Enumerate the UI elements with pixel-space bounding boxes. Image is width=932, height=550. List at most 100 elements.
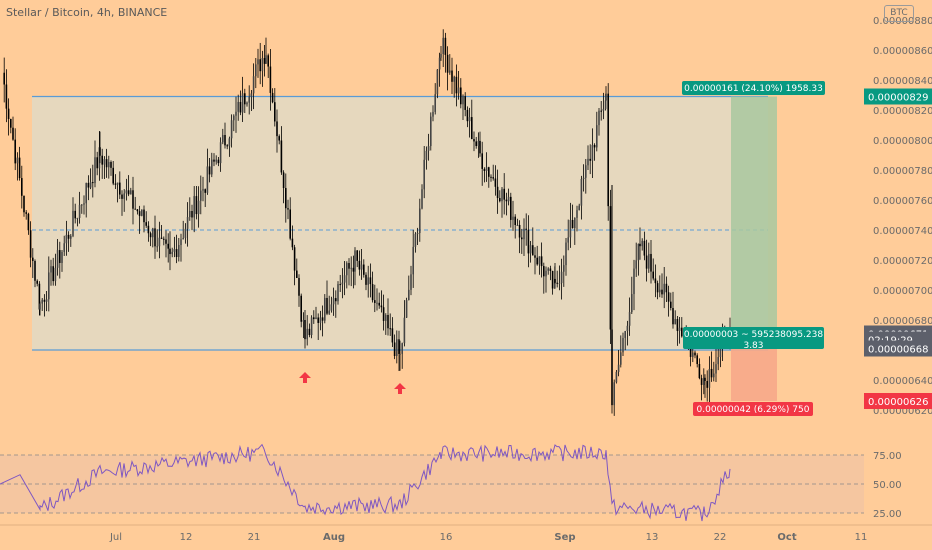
candle-body	[184, 228, 187, 238]
candle-body	[427, 146, 430, 151]
price-tick-label: 0.00000620	[873, 406, 932, 417]
candle-body	[167, 243, 169, 249]
candle-body	[578, 205, 580, 211]
candle-body	[529, 245, 532, 254]
candle-body	[296, 270, 298, 278]
candle-body	[352, 267, 355, 272]
candle-body	[393, 342, 396, 356]
price-axis-label-bg	[864, 340, 932, 357]
price-tick-label: 0.00000860	[873, 46, 932, 57]
candle-body	[206, 166, 209, 193]
candle-body	[387, 314, 389, 329]
candle-body	[645, 255, 648, 269]
candle-body	[7, 108, 10, 120]
arrow-up-shape	[394, 383, 406, 394]
candle-body	[123, 193, 125, 199]
candle-body	[613, 382, 615, 406]
candle-body	[257, 59, 259, 65]
candle-body	[27, 213, 30, 231]
candle-body	[468, 117, 471, 122]
candle-body	[659, 289, 661, 293]
candle-body	[582, 177, 585, 179]
candle-body	[525, 228, 527, 230]
candle-body	[620, 352, 622, 365]
candle-body	[3, 72, 5, 85]
candle-body	[50, 266, 52, 273]
candle-body	[43, 299, 46, 302]
candle-body	[631, 294, 633, 313]
candle-body	[276, 121, 278, 137]
candle-body	[156, 246, 158, 248]
candle-body	[350, 267, 352, 269]
candle-body	[239, 101, 242, 113]
candle-body	[348, 263, 350, 269]
candle-body	[134, 208, 136, 210]
candle-body	[96, 157, 98, 169]
candle-body	[211, 159, 213, 175]
candle-body	[596, 125, 598, 148]
candle-body	[412, 246, 414, 275]
candle-body	[226, 145, 228, 147]
candle-body	[217, 159, 220, 164]
position-center-label-text: 3.83	[743, 341, 763, 351]
candle-body	[507, 196, 510, 202]
candle-body	[633, 268, 635, 295]
candle-body	[178, 244, 180, 257]
candle-body	[141, 209, 143, 216]
candle-body	[163, 238, 165, 240]
candle-body	[99, 147, 101, 156]
price-tick-label: 0.00000640	[873, 376, 932, 387]
candle-body	[628, 312, 631, 326]
candle-body	[337, 284, 339, 302]
candle-body	[365, 274, 367, 285]
candle-body	[313, 317, 315, 320]
candle-body	[444, 37, 447, 55]
candle-body	[193, 196, 195, 218]
candle-body	[237, 101, 239, 112]
candle-body	[692, 352, 694, 357]
candle-body	[672, 308, 674, 325]
candle-body	[408, 289, 410, 301]
price-axis-label: 0.00000668	[864, 340, 932, 357]
candle-body	[74, 210, 76, 219]
candle-body	[25, 212, 27, 214]
rsi-tick-label: 75.00	[873, 451, 902, 462]
candle-body	[643, 240, 646, 256]
candle-body	[378, 302, 380, 306]
candle-body	[5, 84, 8, 109]
time-tick-label: Aug	[323, 532, 345, 543]
candle-body	[45, 299, 48, 302]
time-tick-label: 16	[440, 532, 453, 543]
candle-body	[147, 225, 150, 234]
candle-body	[617, 364, 620, 372]
stop-label-bg	[693, 402, 813, 416]
candle-body	[63, 243, 65, 252]
price-tick-label: 0.00000740	[873, 226, 932, 237]
candle-body	[300, 295, 302, 322]
candle-body	[615, 371, 618, 383]
candle-body	[678, 327, 681, 331]
candle-body	[473, 139, 475, 142]
currency-badge[interactable]: BTC	[884, 5, 914, 22]
candle-body	[505, 199, 508, 202]
candle-body	[41, 299, 43, 304]
candle-body	[114, 183, 117, 185]
candle-body	[173, 249, 176, 252]
candle-body	[455, 76, 458, 94]
candle-body	[382, 307, 385, 321]
candle-body	[591, 144, 594, 161]
candle-body	[396, 339, 398, 356]
candle-body	[21, 178, 23, 196]
candle-body	[449, 70, 451, 73]
candle-body	[112, 167, 114, 184]
candle-body	[369, 277, 372, 285]
candle-body	[389, 328, 391, 330]
price-tick-label: 0.00000700	[873, 286, 932, 297]
candle-body	[563, 265, 565, 272]
candle-body	[624, 331, 626, 338]
candle-body	[103, 159, 106, 165]
candle-body	[650, 253, 652, 272]
candle-body	[549, 268, 552, 271]
candle-body	[600, 110, 602, 112]
